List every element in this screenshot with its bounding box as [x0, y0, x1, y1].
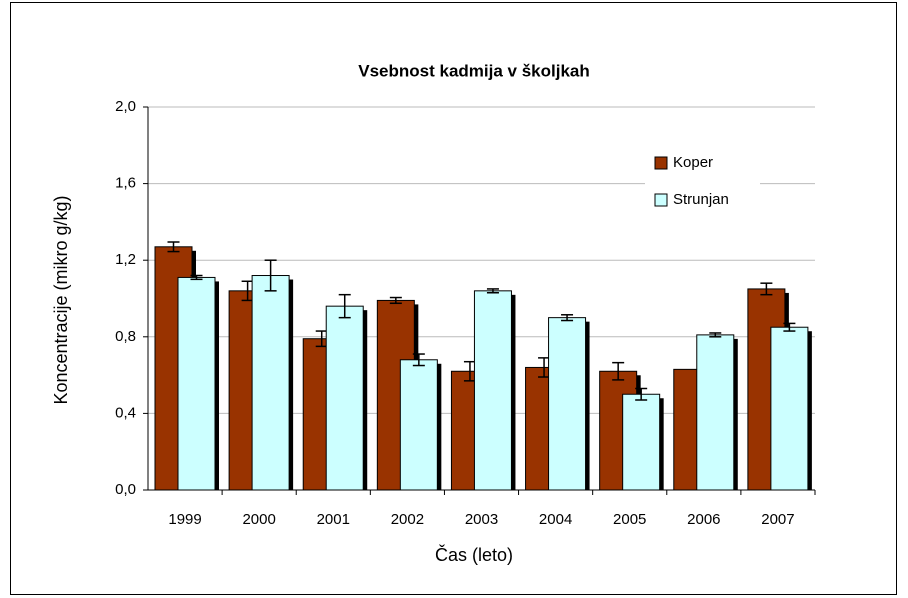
legend-label: Koper	[673, 154, 713, 171]
bar	[473, 290, 512, 491]
error-bar	[190, 274, 203, 281]
error-bar	[760, 282, 773, 296]
bar	[770, 326, 809, 491]
x-tick-label: 2002	[391, 511, 424, 528]
legend-box	[645, 140, 760, 224]
bar	[622, 393, 661, 491]
error-bar	[709, 332, 722, 338]
legend-label: Strunjan	[673, 191, 729, 208]
y-tick-label: 1,2	[115, 251, 136, 268]
error-bar	[486, 288, 499, 294]
bar	[399, 359, 438, 491]
x-tick-label: 2005	[613, 511, 646, 528]
error-bar	[264, 259, 277, 292]
chart-title: Vsebnost kadmija v školjkah	[358, 61, 589, 80]
error-bar	[338, 293, 351, 319]
bar	[325, 305, 364, 491]
legend-swatch	[654, 156, 668, 170]
x-tick-label: 1999	[168, 511, 201, 528]
x-tick-label: 2000	[242, 511, 275, 528]
error-bar	[612, 361, 625, 381]
error-bar	[389, 296, 402, 305]
x-tick-label: 2001	[317, 511, 350, 528]
error-bar	[783, 322, 796, 332]
error-bar	[412, 353, 425, 367]
y-tick-label: 1,6	[115, 175, 136, 192]
y-tick-label: 0,4	[115, 404, 136, 421]
y-tick-label: 0,8	[115, 328, 136, 345]
x-tick-label: 2004	[539, 511, 572, 528]
y-tick-label: 0,0	[115, 481, 136, 498]
bar	[548, 317, 587, 491]
legend-swatch	[654, 193, 668, 207]
bar	[251, 275, 290, 491]
x-tick-label: 2003	[465, 511, 498, 528]
bar	[696, 334, 735, 491]
error-bar	[635, 387, 648, 401]
chart-border	[10, 2, 897, 595]
error-bar	[167, 241, 180, 253]
bar	[177, 276, 216, 491]
y-axis-title: Koncentracije (mikro g/kg)	[51, 195, 71, 404]
x-tick-label: 2006	[687, 511, 720, 528]
x-tick-label: 2007	[761, 511, 794, 528]
y-tick-label: 2,0	[115, 98, 136, 115]
x-axis-title: Čas (leto)	[435, 544, 513, 565]
error-bar	[561, 314, 574, 322]
